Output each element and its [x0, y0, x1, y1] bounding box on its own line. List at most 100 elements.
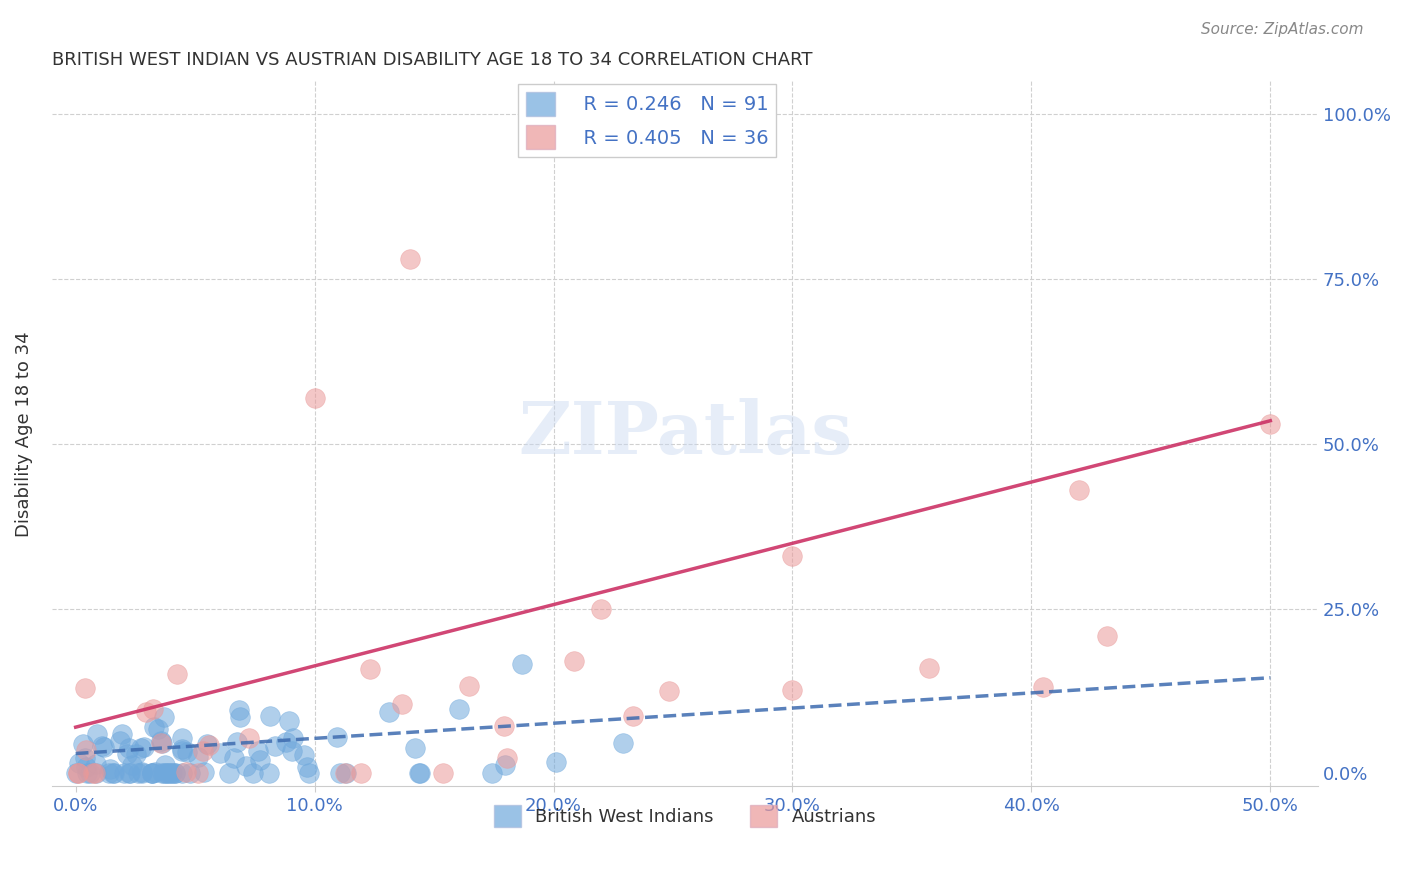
Point [129, 741, 152, 756]
Point [101, 766, 124, 780]
Point [281, 731, 304, 745]
Point [218, 766, 240, 780]
Point [1095, 629, 1118, 643]
Point [111, 727, 134, 741]
Point [263, 739, 285, 753]
Point [325, 731, 347, 745]
Point [67, 756, 90, 771]
Point [86, 727, 108, 741]
Point [153, 766, 176, 780]
Point [72, 737, 94, 751]
Text: Source: ZipAtlas.com: Source: ZipAtlas.com [1201, 22, 1364, 37]
Point [143, 765, 166, 780]
Point [333, 766, 356, 780]
Point [82, 766, 104, 780]
Point [170, 742, 193, 756]
Point [259, 766, 281, 780]
Point [329, 766, 352, 780]
Point [918, 661, 941, 675]
Point [141, 766, 163, 780]
Point [118, 766, 141, 780]
Point [157, 766, 180, 780]
Point [97, 766, 120, 780]
Point [259, 709, 281, 723]
Point [298, 766, 321, 780]
Legend: British West Indians, Austrians: British West Indians, Austrians [486, 797, 883, 834]
Point [658, 683, 681, 698]
Point [112, 766, 135, 780]
Point [135, 705, 157, 719]
Point [546, 755, 568, 769]
Point [495, 750, 517, 764]
Point [249, 753, 271, 767]
Point [193, 764, 215, 779]
Point [65, 766, 87, 780]
Point [117, 766, 139, 780]
Point [399, 252, 422, 267]
Point [274, 735, 297, 749]
Point [208, 746, 231, 760]
Point [125, 747, 148, 761]
Point [228, 702, 250, 716]
Point [195, 737, 218, 751]
Point [166, 666, 188, 681]
Point [187, 766, 209, 780]
Point [172, 766, 194, 780]
Point [238, 731, 260, 746]
Point [174, 765, 197, 780]
Point [229, 710, 252, 724]
Point [90, 739, 112, 753]
Point [623, 709, 645, 723]
Point [152, 709, 174, 723]
Point [117, 740, 139, 755]
Point [176, 745, 198, 759]
Point [134, 739, 156, 754]
Point [1032, 681, 1054, 695]
Point [292, 747, 315, 762]
Point [156, 766, 179, 780]
Point [404, 741, 426, 756]
Point [562, 654, 585, 668]
Point [110, 734, 132, 748]
Point [186, 749, 208, 764]
Point [495, 757, 517, 772]
Point [225, 734, 247, 748]
Point [1069, 483, 1091, 497]
Point [143, 720, 166, 734]
Point [75, 742, 97, 756]
Point [295, 760, 318, 774]
Point [278, 714, 301, 728]
Point [149, 737, 172, 751]
Point [148, 722, 170, 736]
Point [409, 766, 432, 780]
Point [170, 744, 193, 758]
Point [150, 766, 173, 780]
Point [163, 766, 186, 780]
Point [149, 734, 172, 748]
Point [304, 391, 326, 405]
Point [165, 766, 187, 780]
Point [198, 738, 221, 752]
Point [67, 766, 90, 780]
Point [121, 757, 143, 772]
Point [93, 740, 115, 755]
Point [73, 681, 96, 696]
Point [449, 702, 471, 716]
Point [150, 736, 173, 750]
Point [131, 764, 153, 779]
Point [76, 766, 98, 780]
Point [246, 744, 269, 758]
Point [1260, 417, 1282, 431]
Point [160, 766, 183, 780]
Text: ZIPatlas: ZIPatlas [517, 399, 852, 469]
Point [510, 657, 533, 671]
Point [162, 766, 184, 780]
Point [67, 766, 90, 780]
Point [84, 766, 107, 780]
Point [492, 719, 515, 733]
Point [75, 751, 97, 765]
Y-axis label: Disability Age 18 to 34: Disability Age 18 to 34 [15, 331, 32, 537]
Point [141, 766, 163, 780]
Point [242, 766, 264, 780]
Point [153, 758, 176, 772]
